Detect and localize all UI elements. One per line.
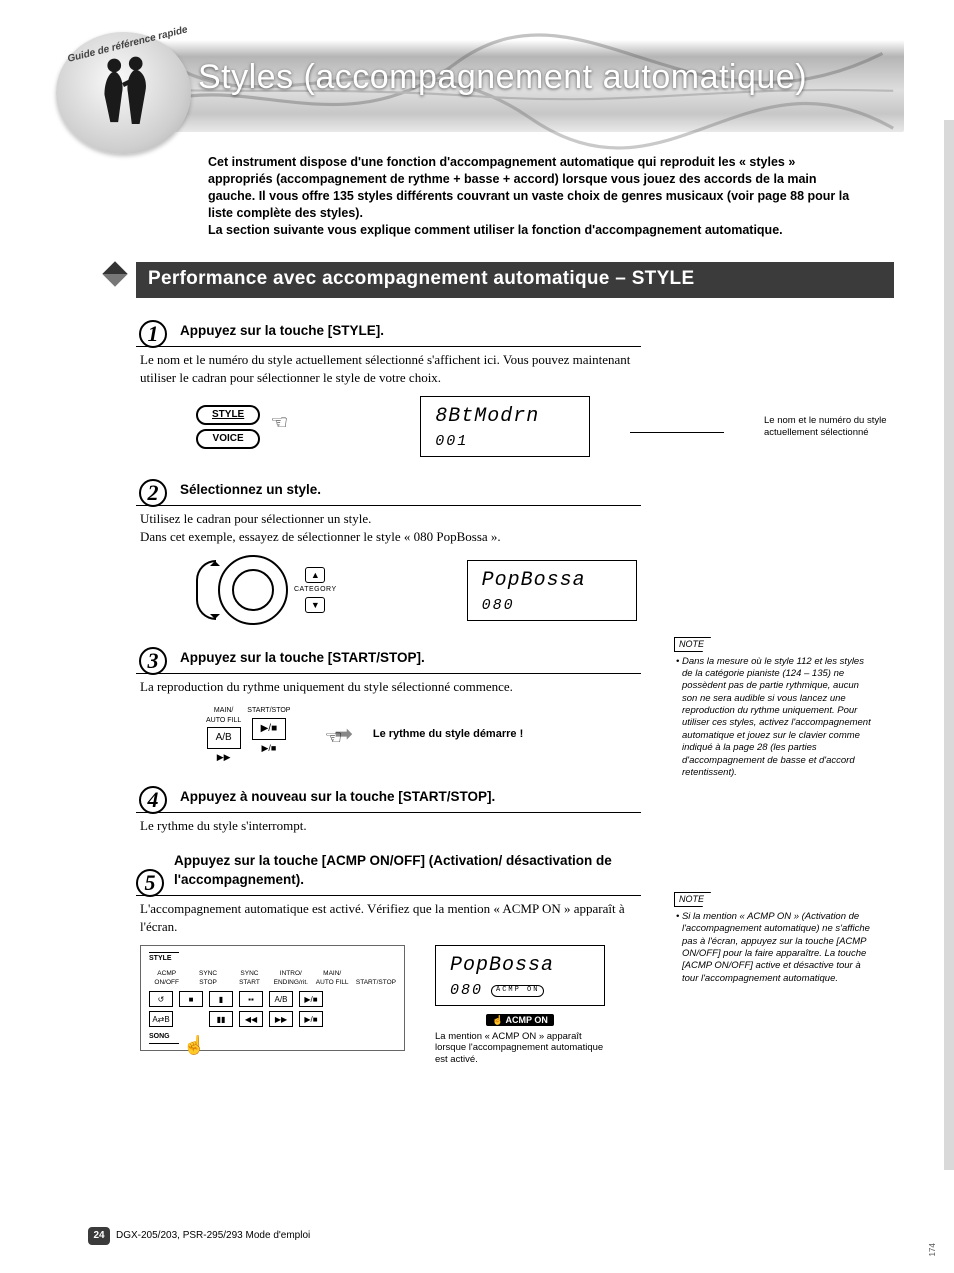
- panel-button[interactable]: ■: [179, 991, 203, 1007]
- note-2-body: Si la mention « ACMP ON » (Activation de…: [674, 911, 874, 985]
- lcd-style-name-2: PopBossa: [482, 567, 622, 595]
- lcd-style-number: 001: [435, 431, 575, 452]
- category-up-button[interactable]: ▲: [305, 567, 325, 583]
- panel-style-label: STYLE: [149, 952, 179, 965]
- control-panel: STYLE ACMP ON/OFF SYNC STOP SYNC START INTR…: [140, 945, 405, 1051]
- lcd-style-number-2: 080: [482, 595, 622, 616]
- step-1-body: Le nom et le numéro du style actuellemen…: [140, 351, 640, 386]
- category-down-button[interactable]: ▼: [305, 597, 325, 613]
- page-title: Styles (accompagnement automatique): [198, 54, 807, 102]
- step-number-1: 1: [139, 320, 167, 348]
- lcd-caption-3: La mention « ACMP ON » apparaît lorsque …: [435, 1031, 605, 1067]
- acmp-on-badge: ☝ ACMP ON: [486, 1014, 554, 1026]
- intro-paragraph: Cet instrument dispose d'une fonction d'…: [208, 154, 854, 238]
- dial-icon[interactable]: [218, 555, 288, 625]
- panel-button[interactable]: ▶/■: [299, 1011, 323, 1027]
- step-2-body-line1: Utilisez le cadran pour sélectionner un …: [140, 510, 640, 528]
- step-number-2: 2: [139, 479, 167, 507]
- step-3: 3 Appuyez sur la touche [START/STOP]. La…: [136, 643, 894, 764]
- page-number: 24: [88, 1227, 110, 1245]
- panel-col-label: INTRO/ ENDING/rit.: [273, 969, 308, 987]
- step-4-title: Appuyez à nouveau sur la touche [START/S…: [180, 788, 495, 810]
- panel-button[interactable]: A/B: [269, 991, 293, 1007]
- panel-button[interactable]: ◀◀: [239, 1011, 263, 1027]
- footer-text: DGX-205/203, PSR-295/293 Mode d'emploi: [116, 1229, 310, 1243]
- side-page-number: 174: [927, 1243, 938, 1256]
- step-5-body: L'accompagnement automatique est activé.…: [140, 900, 640, 935]
- step-4-body: Le rythme du style s'interrompt.: [140, 817, 640, 835]
- page-header: Styles (accompagnement automatique) Guid…: [48, 32, 904, 142]
- pointing-hand-icon: ☝: [183, 1033, 205, 1058]
- panel-col-label: START/STOP: [356, 978, 396, 987]
- step-2: 2 Sélectionnez un style. Utilisez le cad…: [136, 475, 894, 625]
- start-stop-button[interactable]: ▶/■: [252, 718, 286, 740]
- step-1-title: Appuyez sur la touche [STYLE].: [180, 322, 384, 344]
- lcd-display-1: 8BtModrn 001: [420, 396, 590, 457]
- lcd-style-number-3: 080: [450, 980, 483, 1001]
- voice-pill-button[interactable]: VOICE: [196, 429, 260, 449]
- panel-button[interactable]: ↺: [149, 991, 173, 1007]
- panel-col-label: SYNC START: [232, 969, 267, 987]
- step-2-body-line2: Dans cet exemple, essayez de sélectionne…: [140, 528, 640, 546]
- pointing-hand-icon: ☜: [324, 724, 342, 752]
- step-5-title: Appuyez sur la touche [ACMP ON/OFF] (Act…: [174, 852, 641, 893]
- style-voice-buttons: STYLE VOICE ☜: [196, 405, 260, 449]
- startstop-label: START/STOP: [247, 706, 290, 716]
- step-4: 4 Appuyez à nouveau sur la touche [START…: [136, 782, 894, 835]
- side-tab: [944, 120, 954, 1170]
- page-footer: 24 DGX-205/203, PSR-295/293 Mode d'emplo…: [88, 1227, 894, 1245]
- panel-button[interactable]: ▮▮: [209, 1011, 233, 1027]
- panel-button[interactable]: ▶/■: [299, 991, 323, 1007]
- step-2-body: Utilisez le cadran pour sélectionner un …: [140, 510, 640, 545]
- rhythm-starts-caption: Le rythme du style démarre !: [373, 728, 523, 742]
- category-label: CATEGORY: [294, 585, 337, 595]
- step-3-title: Appuyez sur la touche [START/STOP].: [180, 649, 425, 671]
- panel-button[interactable]: A⇄B: [149, 1011, 173, 1027]
- main-autofill-label: MAIN/ AUTO FILL: [206, 706, 241, 726]
- panel-col-label: MAIN/ AUTO FILL: [315, 969, 350, 987]
- step-2-title: Sélectionnez un style.: [180, 481, 321, 503]
- step-5: 5 Appuyez sur la touche [ACMP ON/OFF] (A…: [136, 852, 894, 1066]
- panel-song-label: SONG: [149, 1031, 179, 1044]
- step-number-3: 3: [139, 647, 167, 675]
- note-1-body: Dans la mesure où le style 112 et les st…: [674, 656, 874, 779]
- lcd-display-2: PopBossa 080: [467, 560, 637, 621]
- panel-col-label: ACMP ON/OFF: [149, 969, 184, 987]
- lcd-style-name-3: PopBossa: [450, 952, 590, 980]
- panel-button[interactable]: ▪▪: [239, 991, 263, 1007]
- step-number-4: 4: [139, 786, 167, 814]
- panel-button[interactable]: ▮: [209, 991, 233, 1007]
- step-1: 1 Appuyez sur la touche [STYLE]. Le nom …: [136, 316, 894, 457]
- step-3-body: La reproduction du rythme uniquement du …: [140, 678, 640, 696]
- acmp-on-pill: ACMP ON: [491, 985, 544, 997]
- step-number-5: 5: [136, 869, 164, 897]
- ab-button[interactable]: A/B: [207, 727, 241, 749]
- panel-button: [179, 1011, 203, 1027]
- selection-dial[interactable]: ▲ CATEGORY ▼: [196, 555, 337, 625]
- panel-button[interactable]: ▶▶: [269, 1011, 293, 1027]
- lcd-style-name: 8BtModrn: [435, 403, 575, 431]
- style-pill-button[interactable]: STYLE: [196, 405, 260, 425]
- lcd-display-3: PopBossa 080 ACMP ON: [435, 945, 605, 1006]
- section-header: Performance avec accompagnement automati…: [136, 262, 894, 298]
- panel-col-label: SYNC STOP: [190, 969, 225, 987]
- note-label: NOTE: [674, 637, 713, 652]
- pointing-hand-icon: ☜: [270, 409, 288, 437]
- note-label: NOTE: [674, 892, 713, 907]
- lcd-caption-1: Le nom et le numéro du style actuellemen…: [764, 415, 894, 439]
